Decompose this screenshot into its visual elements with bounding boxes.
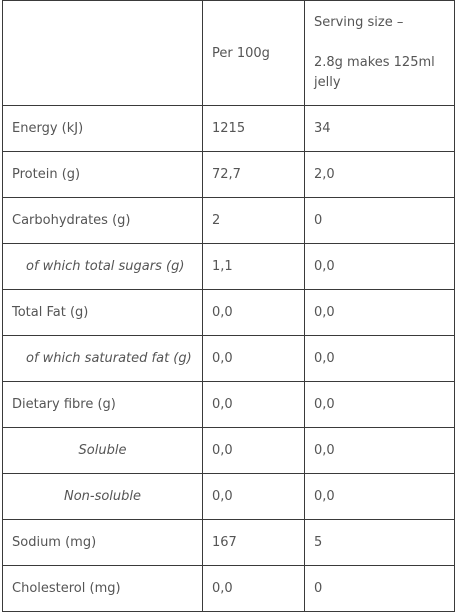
cell-value: 0,0 — [304, 427, 455, 474]
row-label: Protein (g) — [2, 151, 203, 198]
row-label: of which saturated fat (g) — [2, 335, 203, 382]
row-label: Cholesterol (mg) — [2, 565, 203, 612]
row-label: Soluble — [2, 427, 203, 474]
cell-value: 0,0 — [202, 473, 305, 520]
table-row: Protein (g) 72,7 2,0 — [2, 151, 455, 198]
row-label: Total Fat (g) — [2, 289, 203, 336]
cell-value: 0,0 — [304, 289, 455, 336]
cell-value: 0,0 — [202, 381, 305, 428]
cell-value: 72,7 — [202, 151, 305, 198]
row-label: Non-soluble — [2, 473, 203, 520]
cell-value: 34 — [304, 105, 455, 152]
cell-value: 5 — [304, 519, 455, 566]
cell-value: 0,0 — [202, 565, 305, 612]
cell-value: 0 — [304, 565, 455, 612]
table-row: Total Fat (g) 0,0 0,0 — [2, 289, 455, 336]
row-label: Sodium (mg) — [2, 519, 203, 566]
row-label: of which total sugars (g) — [2, 243, 203, 290]
cell-value: 0,0 — [304, 381, 455, 428]
cell-value: 0,0 — [304, 473, 455, 520]
cell-value: 0,0 — [304, 243, 455, 290]
header-cell: Serving size – 2.8g makes 125ml jelly — [304, 0, 455, 106]
cell-value: 0,0 — [202, 289, 305, 336]
cell-value: 1215 — [202, 105, 305, 152]
header-cell — [2, 0, 203, 106]
table-row: Soluble 0,0 0,0 — [2, 427, 455, 474]
table-row: Non-soluble 0,0 0,0 — [2, 473, 455, 520]
table-row: of which saturated fat (g) 0,0 0,0 — [2, 335, 455, 382]
table-row: Dietary fibre (g) 0,0 0,0 — [2, 381, 455, 428]
row-label: Energy (kJ) — [2, 105, 203, 152]
cell-value: 2,0 — [304, 151, 455, 198]
table-row: Sodium (mg) 167 5 — [2, 519, 455, 566]
header-text: Serving size – — [314, 15, 404, 30]
table-row: Cholesterol (mg) 0,0 0 — [2, 565, 455, 612]
table-row: Carbohydrates (g) 2 0 — [2, 197, 455, 244]
table-row: Energy (kJ) 1215 34 — [2, 105, 455, 152]
cell-value: 0 — [304, 197, 455, 244]
cell-value: 2 — [202, 197, 305, 244]
cell-value: 0,0 — [202, 335, 305, 382]
header-cell: Per 100g — [202, 0, 305, 106]
row-label: Dietary fibre (g) — [2, 381, 203, 428]
cell-value: 1,1 — [202, 243, 305, 290]
table-row: of which total sugars (g) 1,1 0,0 — [2, 243, 455, 290]
header-row: Per 100g Serving size – 2.8g makes 125ml… — [2, 0, 455, 106]
header-text: 2.8g makes 125ml jelly — [314, 55, 435, 90]
row-label: Carbohydrates (g) — [2, 197, 203, 244]
cell-value: 167 — [202, 519, 305, 566]
cell-value: 0,0 — [202, 427, 305, 474]
cell-value: 0,0 — [304, 335, 455, 382]
